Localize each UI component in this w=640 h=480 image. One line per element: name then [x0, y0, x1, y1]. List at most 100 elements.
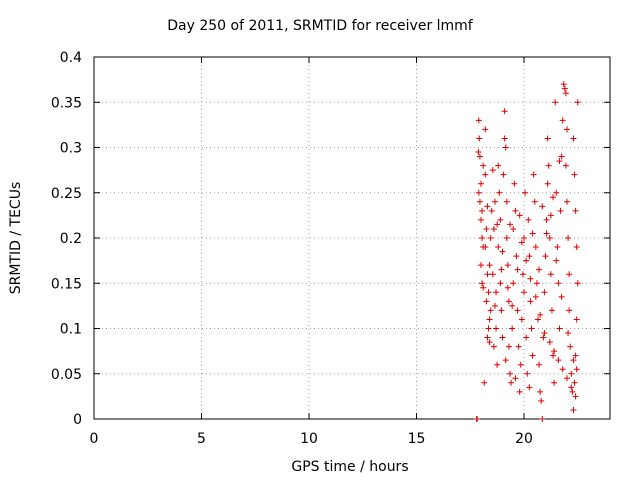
data-point [565, 330, 572, 337]
data-point [537, 311, 544, 318]
data-point [496, 189, 503, 196]
data-point [536, 361, 543, 368]
data-point [558, 153, 565, 160]
data-point [505, 298, 512, 305]
data-point [484, 334, 491, 341]
data-point [486, 316, 493, 323]
data-point [491, 198, 498, 205]
data-point [539, 416, 546, 422]
data-point [516, 212, 523, 219]
data-point [493, 325, 500, 332]
data-point [571, 171, 578, 178]
data-point [562, 90, 569, 97]
data-point [531, 198, 538, 205]
x-tick-label: 10 [300, 431, 318, 447]
axes [93, 56, 611, 420]
data-point [572, 352, 579, 359]
data-point [573, 366, 580, 373]
data-point [530, 171, 537, 178]
data-point [482, 126, 489, 133]
data-point [478, 180, 484, 187]
data-point [478, 216, 484, 223]
data-point [554, 244, 561, 251]
data-point [482, 171, 489, 178]
data-point [568, 370, 575, 377]
grid-lines [94, 57, 610, 419]
data-point [541, 289, 548, 296]
data-point [480, 284, 487, 291]
data-point [544, 180, 551, 187]
data-points [473, 81, 581, 422]
data-point [572, 393, 579, 400]
chart-title: Day 250 of 2011, SRMTID for receiver lmm… [167, 18, 474, 34]
data-point [509, 302, 516, 309]
data-point [501, 108, 508, 115]
y-tick-label: 0 [73, 412, 82, 428]
data-point [514, 307, 521, 314]
data-point [544, 135, 551, 142]
data-point [476, 135, 483, 142]
data-point [500, 171, 507, 178]
x-tick-label: 0 [90, 431, 99, 447]
data-point [517, 361, 524, 368]
data-point [562, 162, 569, 169]
data-point [479, 280, 486, 287]
data-point [529, 352, 536, 359]
y-tick-label: 0.35 [51, 95, 82, 111]
data-point [490, 225, 497, 232]
plot-border [93, 56, 611, 420]
data-point [475, 189, 482, 196]
data-point [490, 343, 497, 350]
data-point [570, 135, 577, 142]
data-point [527, 298, 534, 305]
data-point [526, 384, 533, 391]
data-point [514, 266, 521, 273]
data-point [567, 343, 574, 350]
data-point [537, 388, 544, 395]
data-point [486, 339, 493, 346]
data-point [568, 384, 575, 391]
data-point [529, 230, 536, 237]
data-point [527, 275, 534, 282]
data-point [480, 244, 487, 251]
data-point [498, 307, 505, 314]
data-point [487, 307, 494, 314]
data-point [543, 216, 550, 223]
data-point [489, 167, 496, 174]
data-point [528, 325, 535, 332]
data-point [550, 194, 557, 201]
x-tick-label: 5 [197, 431, 206, 447]
data-point [504, 262, 511, 269]
data-point [532, 244, 539, 251]
data-point [555, 357, 562, 364]
data-point [541, 330, 548, 337]
data-point [489, 271, 496, 278]
data-point [512, 207, 519, 214]
data-point [564, 198, 570, 205]
data-point [516, 388, 523, 395]
data-point [502, 144, 509, 151]
y-tick-label: 0.3 [60, 141, 82, 157]
data-point [533, 280, 540, 287]
data-point [551, 348, 558, 355]
data-point [510, 280, 517, 287]
data-point [497, 280, 504, 287]
data-point [474, 416, 481, 422]
data-point [494, 221, 501, 228]
data-point [518, 239, 525, 246]
data-point [502, 357, 509, 364]
data-point [484, 203, 491, 210]
data-point [519, 271, 526, 278]
x-tick-label: 20 [515, 431, 533, 447]
data-point [491, 302, 498, 309]
data-point [536, 266, 543, 273]
x-tick-label: 15 [408, 431, 426, 447]
data-point [485, 325, 492, 332]
data-point [505, 343, 512, 350]
data-point [526, 253, 533, 260]
data-point [553, 189, 560, 196]
data-point [498, 266, 505, 273]
y-tick-label: 0.2 [60, 231, 82, 247]
ticks: 0 5 10 15 20 0 0.05 0.1 0.15 0.2 0.25 0.3 0.35 0.4 [51, 50, 610, 447]
